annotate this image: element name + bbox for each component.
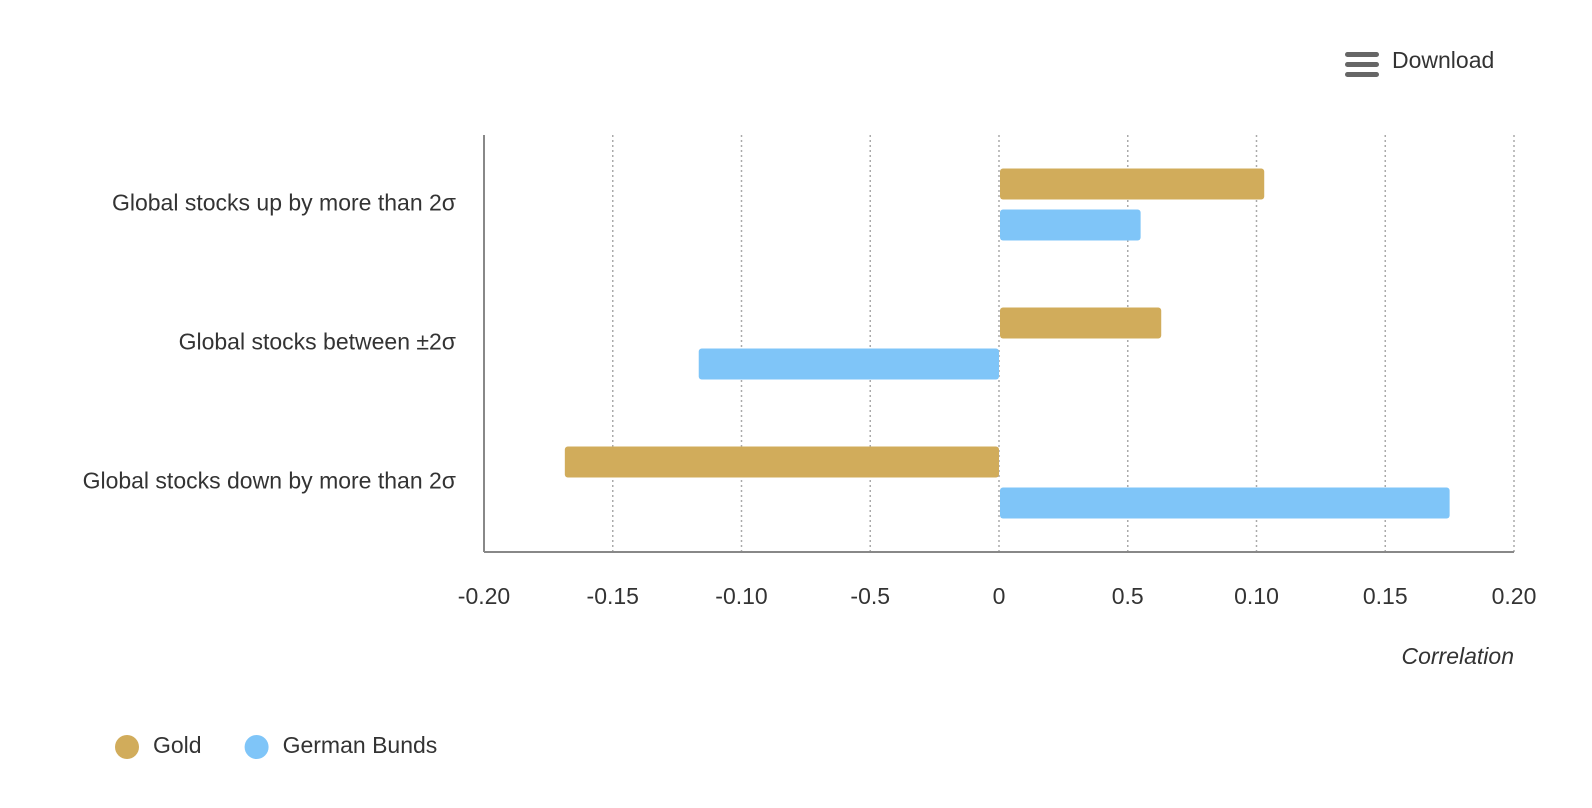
legend-label[interactable]: German Bunds [283, 732, 438, 758]
x-tick-label: -0.20 [458, 583, 510, 609]
bar [1000, 168, 1265, 200]
bar [1000, 209, 1141, 241]
download-menu[interactable]: Download [1345, 47, 1494, 77]
bar [1000, 487, 1450, 519]
x-axis-title: Correlation [1402, 643, 1515, 669]
bar [564, 446, 999, 478]
y-tick-label: Global stocks down by more than 2σ [83, 468, 456, 494]
menu-icon [1345, 52, 1379, 57]
legend-marker[interactable] [115, 735, 139, 759]
x-tick-label: 0.10 [1234, 583, 1279, 609]
legend-marker[interactable] [244, 735, 269, 759]
menu-icon [1345, 62, 1379, 67]
y-tick-label: Global stocks up by more than 2σ [112, 190, 456, 216]
x-tick-label: 0.20 [1492, 583, 1537, 609]
bar [698, 348, 999, 380]
x-tick-label: 0.15 [1363, 583, 1408, 609]
legend-label[interactable]: Gold [153, 732, 202, 758]
menu-label[interactable]: Download [1392, 47, 1494, 73]
x-tick-label: -0.10 [715, 583, 767, 609]
bar [1000, 307, 1162, 339]
x-tick-label: 0.5 [1112, 583, 1144, 609]
menu-icon [1345, 72, 1379, 77]
x-tick-label: -0.15 [587, 583, 639, 609]
x-tick-label: 0 [993, 583, 1006, 609]
y-tick-label: Global stocks between ±2σ [179, 329, 456, 355]
x-tick-label: -0.5 [850, 583, 890, 609]
